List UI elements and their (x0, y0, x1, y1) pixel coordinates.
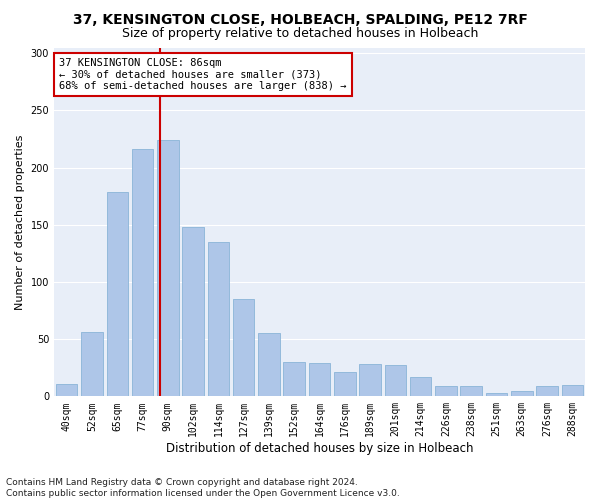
Text: Size of property relative to detached houses in Holbeach: Size of property relative to detached ho… (122, 28, 478, 40)
Bar (385, 366, 406, 396)
Bar (511, 390, 533, 396)
Y-axis label: Number of detached properties: Number of detached properties (15, 134, 25, 310)
Bar (460, 386, 482, 396)
Bar (536, 386, 558, 396)
Bar (283, 362, 305, 396)
Bar (182, 227, 204, 396)
Text: 37 KENSINGTON CLOSE: 86sqm
← 30% of detached houses are smaller (373)
68% of sem: 37 KENSINGTON CLOSE: 86sqm ← 30% of deta… (59, 58, 347, 91)
Bar (562, 385, 583, 396)
Bar (208, 242, 229, 396)
Bar (56, 384, 77, 396)
Text: 37, KENSINGTON CLOSE, HOLBEACH, SPALDING, PE12 7RF: 37, KENSINGTON CLOSE, HOLBEACH, SPALDING… (73, 12, 527, 26)
Bar (309, 363, 330, 396)
Bar (334, 372, 356, 396)
Bar (81, 332, 103, 396)
Bar (233, 299, 254, 396)
Bar (107, 192, 128, 396)
Bar (359, 364, 381, 396)
Text: Contains HM Land Registry data © Crown copyright and database right 2024.
Contai: Contains HM Land Registry data © Crown c… (6, 478, 400, 498)
Bar (157, 140, 179, 396)
Bar (132, 150, 153, 396)
Bar (486, 393, 507, 396)
X-axis label: Distribution of detached houses by size in Holbeach: Distribution of detached houses by size … (166, 442, 473, 455)
Bar (410, 377, 431, 396)
Bar (258, 334, 280, 396)
Bar (435, 386, 457, 396)
